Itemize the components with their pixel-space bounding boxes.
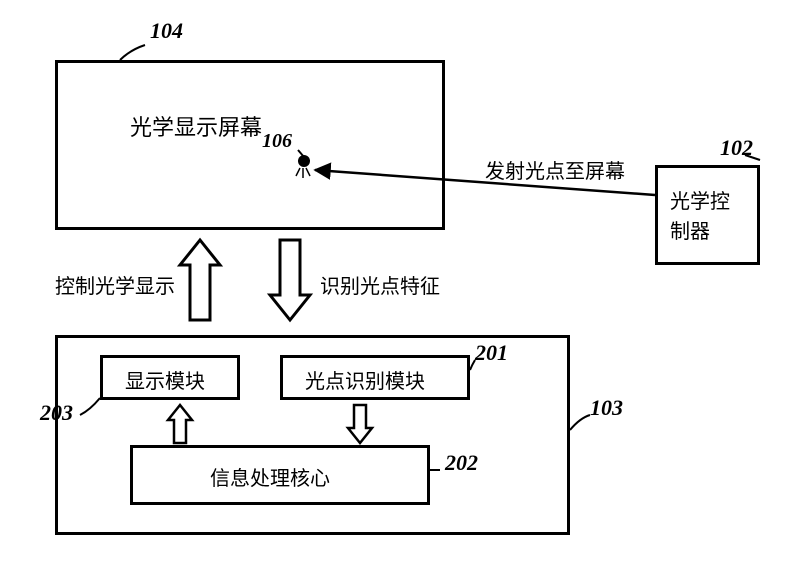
diagram-stage: 光学显示屏幕 104 106 光学控 制器 102 发射光点至屏幕 控制光学显示…: [0, 0, 800, 586]
ref-203: 203: [40, 400, 73, 426]
emit-label: 发射光点至屏幕: [485, 155, 625, 184]
ref-202: 202: [445, 450, 478, 476]
ctrl-disp-label: 控制光学显示: [55, 270, 175, 299]
spot-mod-label: 光点识别模块: [305, 365, 425, 394]
controller-label-line2: 制器: [670, 215, 710, 244]
controller-label-line1: 光学控: [670, 185, 730, 214]
arrow-recog: [270, 240, 310, 320]
disp-mod-label: 显示模块: [125, 365, 205, 394]
ref-106: 106: [262, 130, 292, 153]
screen-label: 光学显示屏幕: [130, 110, 262, 142]
ref-103: 103: [590, 395, 623, 421]
recog-label: 识别光点特征: [320, 270, 440, 299]
arrow-ctrl-disp: [180, 240, 220, 320]
screen-box: [55, 60, 445, 230]
ref-102: 102: [720, 135, 753, 161]
light-spot-dot: [298, 155, 310, 167]
ref-201: 201: [475, 340, 508, 366]
ref-104: 104: [150, 18, 183, 44]
core-label: 信息处理核心: [210, 462, 330, 491]
